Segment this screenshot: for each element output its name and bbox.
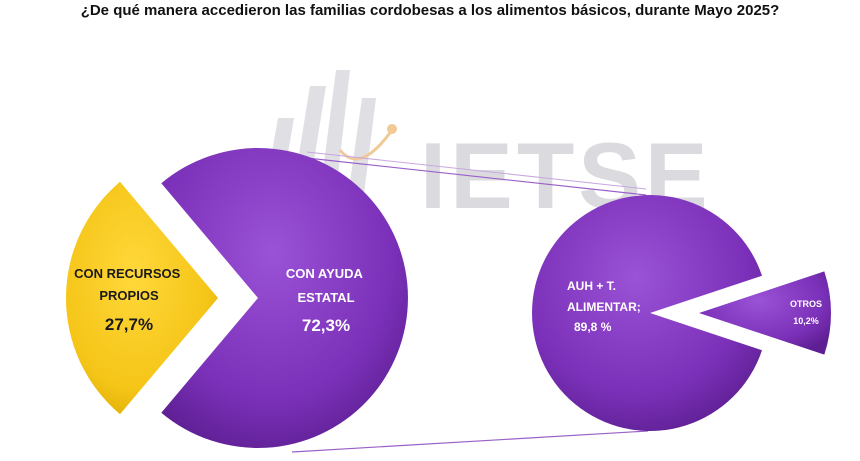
slice-label-propios: CON RECURSOS PROPIOS [74, 266, 184, 303]
slice-value-auh: 89,8 % [574, 320, 612, 334]
pie-slice-propios [65, 181, 218, 415]
pie-slice-estatal [161, 148, 408, 448]
connector-line-top [306, 157, 647, 196]
connector-line-bottom [291, 430, 649, 453]
connector-line-top-2 [306, 151, 647, 190]
slice-label-estatal: CON AYUDA ESTATAL [286, 266, 366, 305]
slice-value-otros: 10,2% [793, 316, 819, 326]
slice-value-estatal: 72,3% [302, 316, 350, 335]
slice-label-otros: OTROS [790, 299, 822, 309]
pie-slice-otros [699, 271, 832, 355]
chart-title: ¿De qué manera accedieron las familias c… [80, 2, 780, 19]
slice-value-propios: 27,7% [105, 315, 153, 334]
slice-label-auh: AUH + T. ALIMENTAR; [567, 279, 641, 314]
pie-slice-auh [532, 195, 762, 432]
watermark-swoosh-icon [338, 129, 394, 161]
watermark-dot-icon [387, 124, 397, 134]
